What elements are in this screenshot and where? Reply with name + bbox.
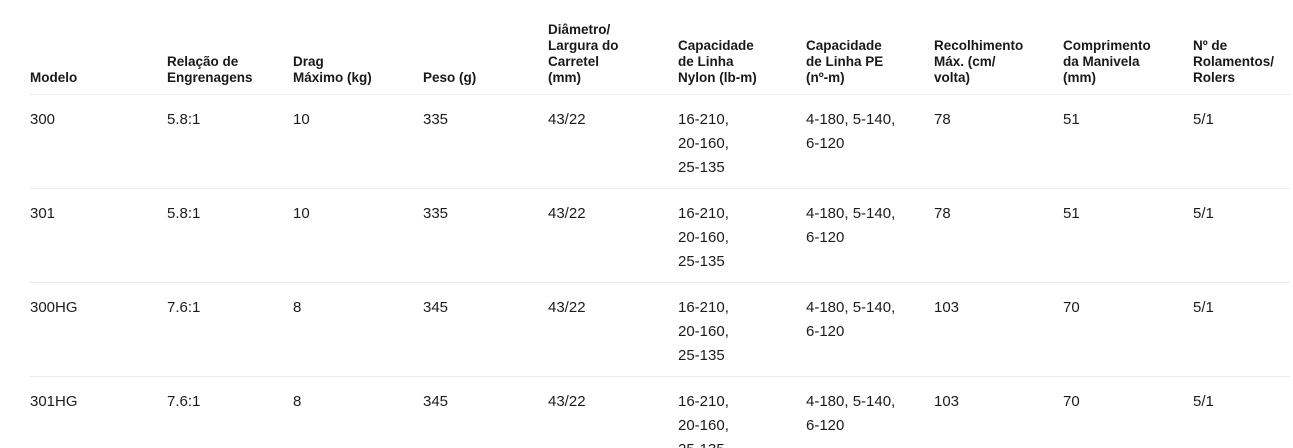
- cell-peso: 345: [423, 282, 548, 377]
- cell-recolhimento-max: 78: [934, 94, 1063, 189]
- cell-relacao-engrenagens: 7.6:1: [167, 376, 293, 448]
- column-header-relacao-engrenagens: Relação de Engrenagens: [167, 0, 293, 95]
- header-row: Modelo Relação de Engrenagens Drag Máxim…: [30, 0, 1290, 95]
- cell-peso: 335: [423, 188, 548, 283]
- column-header-modelo: Modelo: [30, 0, 167, 95]
- cell-drag-maximo: 10: [293, 188, 423, 283]
- cell-capacidade-linha-nylon: 16-210, 20-160, 25-135: [678, 188, 806, 283]
- cell-modelo: 300HG: [30, 282, 167, 377]
- cell-diametro-largura-carretel: 43/22: [548, 94, 678, 189]
- table-row: 300 5.8:1 10 335 43/22 16-210, 20-160, 2…: [30, 94, 1290, 189]
- cell-relacao-engrenagens: 5.8:1: [167, 188, 293, 283]
- cell-peso: 335: [423, 94, 548, 189]
- column-header-capacidade-linha-pe: Capacidade de Linha PE (nº-m): [806, 0, 934, 95]
- column-header-recolhimento-max: Recolhimento Máx. (cm/ volta): [934, 0, 1063, 95]
- cell-modelo: 301HG: [30, 376, 167, 448]
- cell-modelo: 301: [30, 188, 167, 283]
- cell-drag-maximo: 10: [293, 94, 423, 189]
- cell-comprimento-manivela: 70: [1063, 282, 1193, 377]
- cell-relacao-engrenagens: 7.6:1: [167, 282, 293, 377]
- table-row: 301 5.8:1 10 335 43/22 16-210, 20-160, 2…: [30, 188, 1290, 283]
- cell-diametro-largura-carretel: 43/22: [548, 282, 678, 377]
- cell-comprimento-manivela: 51: [1063, 94, 1193, 189]
- column-header-comprimento-manivela: Comprimento da Manivela (mm): [1063, 0, 1193, 95]
- column-header-peso: Peso (g): [423, 0, 548, 95]
- cell-modelo: 300: [30, 94, 167, 189]
- cell-drag-maximo: 8: [293, 282, 423, 377]
- cell-comprimento-manivela: 70: [1063, 376, 1193, 448]
- cell-capacidade-linha-nylon: 16-210, 20-160, 25-135: [678, 94, 806, 189]
- column-header-drag-maximo: Drag Máximo (kg): [293, 0, 423, 95]
- cell-diametro-largura-carretel: 43/22: [548, 188, 678, 283]
- cell-capacidade-linha-pe: 4-180, 5-140, 6-120: [806, 376, 934, 448]
- cell-peso: 345: [423, 376, 548, 448]
- cell-capacidade-linha-pe: 4-180, 5-140, 6-120: [806, 282, 934, 377]
- cell-recolhimento-max: 103: [934, 282, 1063, 377]
- cell-capacidade-linha-nylon: 16-210, 20-160, 25-135: [678, 376, 806, 448]
- cell-comprimento-manivela: 51: [1063, 188, 1193, 283]
- cell-recolhimento-max: 103: [934, 376, 1063, 448]
- cell-num-rolamentos: 5/1: [1193, 94, 1290, 189]
- column-header-diametro-largura-carretel: Diâmetro/ Largura do Carretel (mm): [548, 0, 678, 95]
- cell-relacao-engrenagens: 5.8:1: [167, 94, 293, 189]
- column-header-capacidade-linha-nylon: Capacidade de Linha Nylon (lb-m): [678, 0, 806, 95]
- cell-capacidade-linha-nylon: 16-210, 20-160, 25-135: [678, 282, 806, 377]
- cell-num-rolamentos: 5/1: [1193, 188, 1290, 283]
- cell-diametro-largura-carretel: 43/22: [548, 376, 678, 448]
- table-row: 301HG 7.6:1 8 345 43/22 16-210, 20-160, …: [30, 376, 1290, 448]
- cell-recolhimento-max: 78: [934, 188, 1063, 283]
- table-row: 300HG 7.6:1 8 345 43/22 16-210, 20-160, …: [30, 282, 1290, 377]
- cell-drag-maximo: 8: [293, 376, 423, 448]
- cell-capacidade-linha-pe: 4-180, 5-140, 6-120: [806, 94, 934, 189]
- specs-table: Modelo Relação de Engrenagens Drag Máxim…: [30, 0, 1290, 448]
- cell-num-rolamentos: 5/1: [1193, 376, 1290, 448]
- cell-num-rolamentos: 5/1: [1193, 282, 1290, 377]
- cell-capacidade-linha-pe: 4-180, 5-140, 6-120: [806, 188, 934, 283]
- column-header-num-rolamentos: Nº de Rolamentos/ Rolers: [1193, 0, 1290, 95]
